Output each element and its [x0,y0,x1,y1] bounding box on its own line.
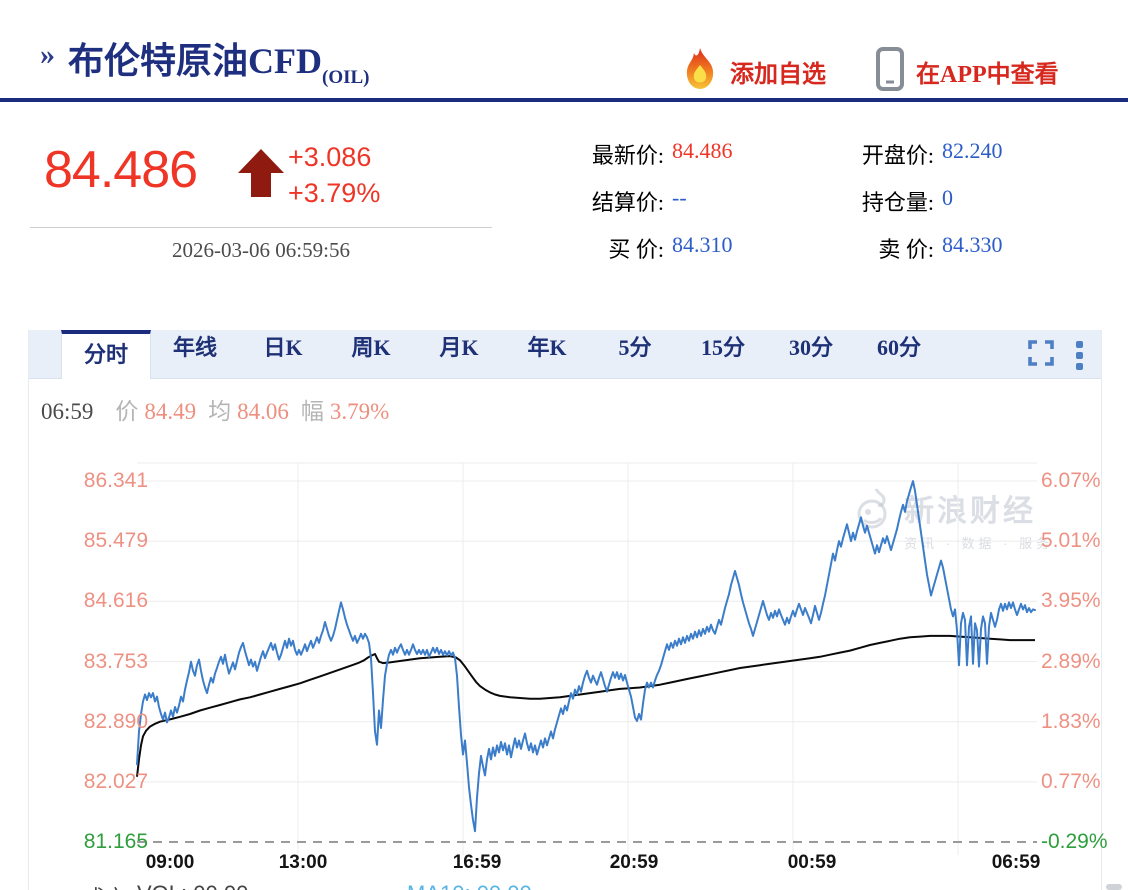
field-label: 结算价: [591,190,664,215]
field-label: 买 价: [608,237,664,262]
instrument-symbol: (OIL) [322,67,370,88]
tab-30min[interactable]: 30分 [788,335,833,360]
field-value: 82.240 [942,138,1003,163]
status-range: 3.79% [329,399,390,424]
scrollbar-thumb[interactable] [1106,884,1122,890]
volume-value: VOL: 00.00 [137,881,248,890]
instrument-name: 布伦特原油CFD [68,41,322,81]
current-price: 84.486 [44,141,198,199]
chart-hover-area[interactable] [137,462,1037,846]
view-in-app-button[interactable]: 在APP中查看 [874,46,1059,97]
field-open-price: 开盘价: 82.240 [830,138,1003,170]
field-open-interest: 持仓量: 0 [830,185,953,217]
field-bid-price: 买 价: 84.310 [560,232,733,264]
flame-icon [680,46,720,97]
quote-timestamp: 2026-03-06 06:59:56 [172,238,350,262]
field-last-price: 最新价: 84.486 [560,138,733,170]
tab-15min[interactable]: 15分 [700,335,745,360]
ma10-value: MA10: 00.00 [407,881,532,890]
fullscreen-icon[interactable] [1028,340,1054,371]
status-price-label: 价 [115,399,139,424]
tab-monthly-k[interactable]: 月K [439,335,479,360]
up-arrow-icon [238,149,284,202]
price-change-percent: +3.79% [288,178,381,208]
field-value: 84.310 [672,232,733,257]
view-in-app-label: 在APP中查看 [916,62,1059,88]
kebab-menu-icon[interactable] [1076,341,1083,370]
tab-weekly-k[interactable]: 周K [351,335,391,360]
chart-status-line: 06:59 价 84.49 均 84.06 幅 3.79% [41,392,389,426]
tab-yearly-k[interactable]: 年K [527,335,567,360]
status-avg-label: 均 [208,399,232,424]
field-value: -- [672,185,687,210]
status-price: 84.49 [144,399,197,424]
page-title: 布伦特原油CFD(OIL) [68,32,370,89]
field-ask-price: 卖 价: 84.330 [830,232,1003,264]
add-watchlist-label: 添加自选 [730,62,826,88]
field-value: 84.330 [942,232,1003,257]
volume-label: 成交 [83,881,127,890]
status-range-label: 幅 [300,399,324,424]
tab-minute[interactable]: 分时 [61,330,151,379]
tab-60min[interactable]: 60分 [876,335,921,360]
tab-yearline[interactable]: 年线 [172,335,217,360]
status-avg: 84.06 [237,399,289,424]
volume-pane-clipped: 成交 VOL: 00.00 MA10: 00.00 [29,881,1099,890]
double-chevron-icon: » [40,38,55,71]
chart-tab-bar: 分时 年线 日K 周K 月K 年K 5分 15分 30分 60分 [29,330,1101,379]
price-change: +3.086 [288,142,372,172]
status-time: 06:59 [41,399,94,424]
field-label: 卖 价: [878,237,934,262]
tab-5min[interactable]: 5分 [618,335,652,360]
field-value: 84.486 [672,138,733,163]
add-watchlist-button[interactable]: 添加自选 [680,46,826,97]
field-label: 最新价: [591,143,664,168]
field-value: 0 [942,185,953,210]
quote-divider [30,227,492,228]
tab-daily-k[interactable]: 日K [263,335,303,360]
field-label: 开盘价: [861,143,934,168]
field-settlement-price: 结算价: -- [560,185,687,217]
field-label: 持仓量: [861,190,934,215]
smartphone-icon [874,46,906,97]
header-divider [0,98,1128,102]
